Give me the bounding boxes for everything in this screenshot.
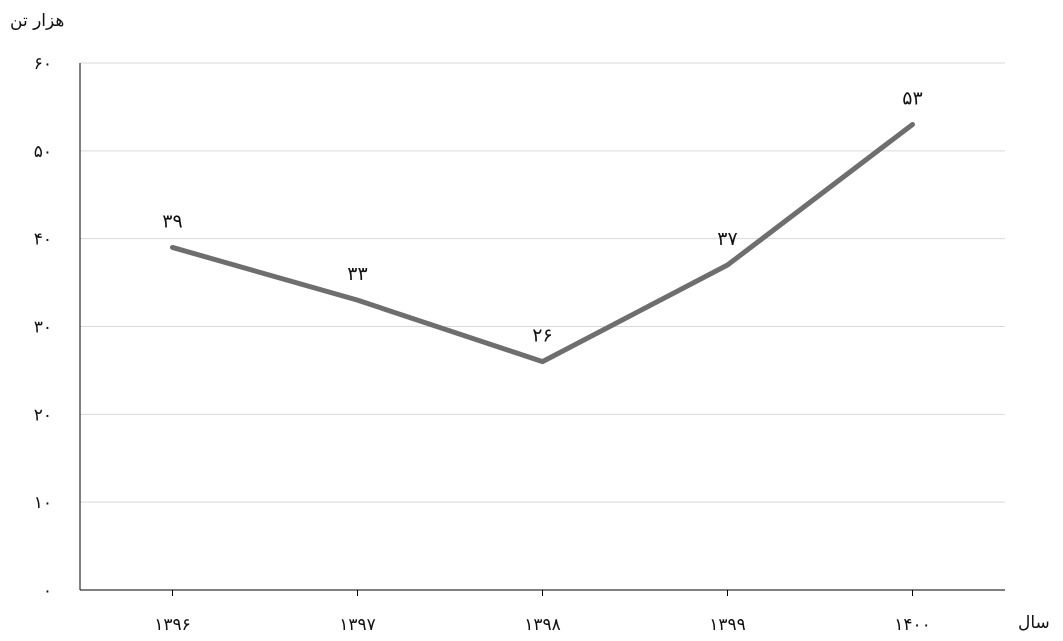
y-tick-label: ۳۰ — [34, 318, 52, 338]
y-tick-label: ۶۰ — [34, 54, 52, 74]
series — [170, 121, 915, 365]
data-point — [357, 299, 358, 301]
y-tick-label: ۲۰ — [34, 405, 52, 425]
x-tick-label: ۱۳۹۹ — [709, 615, 746, 635]
x-axis-label: سال — [1018, 613, 1050, 633]
data-label: ۳۳ — [347, 263, 367, 285]
x-tick-label: ۱۳۹۸ — [524, 615, 561, 635]
data-point — [912, 123, 913, 125]
data-labels: ۳۹ ۳۳ ۲۶ ۳۷ ۵۳ — [162, 87, 922, 346]
data-point — [727, 264, 728, 266]
y-tick-label: ۴۰ — [34, 230, 52, 250]
data-point — [542, 361, 543, 363]
x-tick-label: ۱۴۰۰ — [894, 615, 931, 635]
x-tick-label: ۱۳۹۶ — [154, 615, 191, 635]
y-tick-label: ۱۰ — [34, 493, 52, 513]
data-label: ۵۳ — [902, 87, 922, 109]
x-tick-label: ۱۳۹۷ — [339, 615, 376, 635]
y-tick-label: ۰ — [43, 581, 52, 601]
tick-labels: ۰ ۱۰ ۲۰ ۳۰ ۴۰ ۵۰ ۶۰ ۱۳۹۶ ۱۳۹۷ ۱۳۹۸ ۱۳۹۹ ۱۴۰۰ — [34, 54, 931, 635]
y-tick-label: ۵۰ — [34, 142, 52, 162]
axes — [79, 63, 1005, 596]
data-label: ۲۶ — [532, 325, 552, 347]
y-axis-label: هزار تن — [10, 11, 64, 31]
data-label: ۳۹ — [162, 210, 182, 232]
data-label: ۳۷ — [717, 228, 737, 250]
data-point — [172, 246, 173, 248]
gridlines — [80, 62, 1005, 503]
